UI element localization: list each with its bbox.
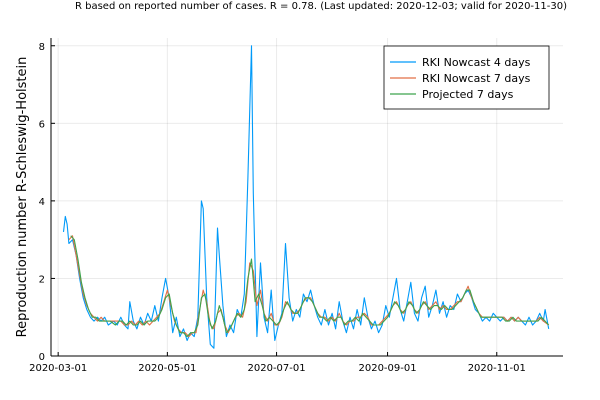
grid-lines bbox=[51, 38, 563, 357]
y-tick-label: 6 bbox=[39, 119, 45, 130]
axes: 0 2 4 6 8 2020-03-01 2020-05-01 2020-07-01 2020-… bbox=[29, 38, 563, 374]
x-tick-label: 2020-11-01 bbox=[468, 363, 526, 374]
x-tick-label: 2020-07-01 bbox=[248, 363, 306, 374]
series-lines bbox=[62, 45, 550, 349]
y-tick-label: 4 bbox=[39, 197, 45, 208]
y-tick-label: 8 bbox=[39, 42, 45, 53]
y-axis-label: Reproduction number R-Schleswig-Holstein bbox=[15, 57, 30, 338]
y-tick-label: 0 bbox=[39, 352, 45, 363]
legend: RKI Nowcast 4 days RKI Nowcast 7 days Proj… bbox=[383, 45, 550, 110]
chart-title: R based on reported number of cases. R =… bbox=[75, 1, 567, 12]
legend-label: RKI Nowcast 7 days bbox=[422, 72, 531, 85]
x-tick-label: 2020-09-01 bbox=[358, 363, 416, 374]
x-tick-label: 2020-05-01 bbox=[138, 363, 196, 374]
y-tick-label: 2 bbox=[39, 274, 45, 285]
legend-label: Projected 7 days bbox=[422, 88, 514, 101]
series-line-2 bbox=[70, 235, 550, 338]
legend-label: RKI Nowcast 4 days bbox=[422, 56, 531, 69]
x-tick-label: 2020-03-01 bbox=[29, 363, 87, 374]
